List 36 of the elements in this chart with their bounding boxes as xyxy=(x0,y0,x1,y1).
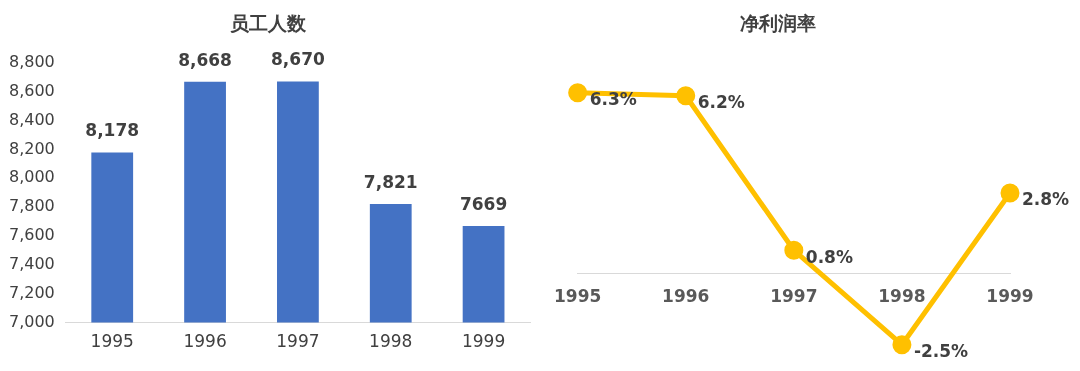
point xyxy=(784,240,804,260)
data-label: 8,178 xyxy=(85,120,140,141)
x-tick-label: 1997 xyxy=(276,331,320,352)
data-label: 7669 xyxy=(459,193,508,214)
y-tick-label: 8,800 xyxy=(8,51,55,71)
y-tick-label: 7,600 xyxy=(8,225,55,245)
y-tick-label: 7,800 xyxy=(8,196,55,216)
data-label: 7,821 xyxy=(363,172,418,193)
x-tick-label: 1995 xyxy=(90,331,134,352)
point xyxy=(568,83,588,103)
x-tick-label: 1995 xyxy=(553,285,602,306)
y-tick-label: 7,000 xyxy=(8,311,55,331)
x-tick-label: 1998 xyxy=(878,285,926,306)
y-tick-label: 8,200 xyxy=(8,138,55,158)
y-tick-label: 7,200 xyxy=(8,282,55,302)
x-tick-label: 1999 xyxy=(461,331,506,352)
data-label: 0.8% xyxy=(805,246,853,267)
point xyxy=(892,335,912,355)
y-tick-label: 8,400 xyxy=(8,109,55,129)
y-tick-label: 8,000 xyxy=(8,167,55,187)
y-tick-label: 7,400 xyxy=(8,254,55,274)
point xyxy=(1000,183,1020,203)
x-tick-label: 1998 xyxy=(369,331,413,352)
point xyxy=(676,86,696,106)
chart-title: 净利润率 xyxy=(740,12,816,35)
data-label: -2.5% xyxy=(913,341,969,362)
data-label: 2.8% xyxy=(1022,189,1070,210)
y-tick-label: 8,600 xyxy=(8,80,55,100)
x-tick-label: 1997 xyxy=(770,285,818,306)
data-label: 6.2% xyxy=(697,92,745,113)
chart-title: 员工人数 xyxy=(230,12,307,35)
x-tick-label: 1996 xyxy=(183,331,227,352)
data-label: 8,668 xyxy=(178,49,232,70)
x-tick-label: 1996 xyxy=(662,285,710,306)
data-label: 8,670 xyxy=(271,49,325,70)
x-tick-label: 1999 xyxy=(986,285,1034,306)
